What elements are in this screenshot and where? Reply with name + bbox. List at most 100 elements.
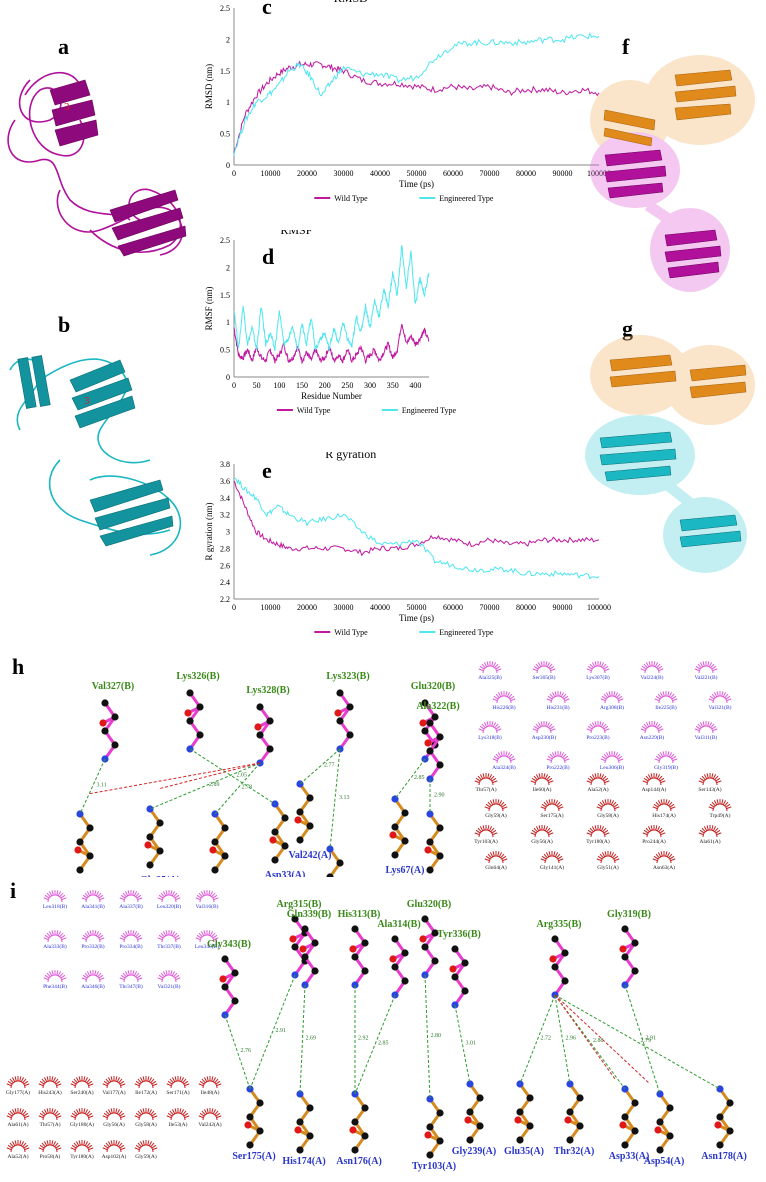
hbond-distance: 2.89 xyxy=(209,782,220,788)
hydrophobic-label: Asn229(B) xyxy=(640,734,665,741)
hydrophobic-label: Tyr180(A) xyxy=(586,838,610,845)
hydrophobic-contact xyxy=(38,1140,62,1153)
atom xyxy=(666,1104,674,1112)
hydrophobic-contact xyxy=(484,851,508,864)
x-axis-label: Time (ps) xyxy=(399,613,434,623)
atom xyxy=(424,846,432,854)
atom xyxy=(281,814,289,822)
residue-label-a: Lys67(A) xyxy=(386,865,425,876)
atom xyxy=(419,719,427,727)
hydrophobic-label: Ala52(A) xyxy=(7,1153,28,1160)
atom xyxy=(421,943,429,951)
hydrophobic-label: Leu306(B) xyxy=(600,764,624,771)
rmsd-chart: RMSD 0 10000 20000 30000 40000 50000 60000 70000… xyxy=(204,0,611,203)
hydrophobic-label: Pro332(B) xyxy=(81,943,104,950)
residue-label-a: Tyr103(A) xyxy=(412,1161,456,1172)
atom xyxy=(86,824,94,832)
residue-label-b: Arg335(B) xyxy=(537,919,582,930)
hydrophobic-contact xyxy=(492,691,516,704)
series-line-wild-type xyxy=(233,60,600,153)
x-tick-label: 0 xyxy=(232,381,236,390)
atom xyxy=(421,727,429,735)
x-tick-label: 400 xyxy=(409,381,421,390)
atom xyxy=(551,963,559,971)
x-tick-label: 30000 xyxy=(334,603,354,612)
salt-bridge-line xyxy=(554,994,651,1085)
hydrophobic-contact xyxy=(38,1076,62,1089)
atom xyxy=(146,861,154,869)
residue-label-a: Asp33(A) xyxy=(609,1151,650,1162)
panel-letter-c: c xyxy=(262,0,272,19)
y-tick-label: 0 xyxy=(226,373,230,382)
hbond-distance: 3.13 xyxy=(339,795,350,801)
atom xyxy=(186,689,194,697)
atom xyxy=(619,1121,627,1129)
hydrophobic-contact xyxy=(102,1140,126,1153)
hydrophobic-label: Ser171(A) xyxy=(166,1089,189,1096)
residue-label-a: Asn178(A) xyxy=(701,1151,747,1162)
hydrophobic-label: Arg308(B) xyxy=(600,704,624,711)
hydrophobic-contact xyxy=(698,773,722,786)
hydrophobic-contact xyxy=(81,930,105,943)
hydrophobic-contact xyxy=(81,890,105,903)
hydrophobic-label: Gly51(A) xyxy=(597,864,619,871)
hydrophobic-label: Thr57(A) xyxy=(39,1121,60,1128)
series-line-wild-type xyxy=(233,323,430,365)
legend-label: Wild Type xyxy=(334,194,368,203)
atom xyxy=(576,1094,584,1102)
atom xyxy=(346,731,354,739)
atom xyxy=(76,866,84,874)
atom xyxy=(336,859,344,867)
hydrophobic-contact xyxy=(492,751,516,764)
atom xyxy=(299,945,307,953)
hbond-distance: 2.72 xyxy=(541,1036,552,1042)
x-tick-label: 250 xyxy=(341,381,353,390)
atom xyxy=(256,703,264,711)
atom xyxy=(391,851,399,859)
atom xyxy=(464,1116,472,1124)
panel-letter-a: a xyxy=(58,34,69,59)
atom xyxy=(714,1121,722,1129)
hydrophobic-label: Val242(A) xyxy=(198,1121,221,1128)
atom xyxy=(436,761,444,769)
hydrophobic-label: Lys307(B) xyxy=(586,674,610,681)
atom xyxy=(449,965,457,973)
atom xyxy=(76,838,84,846)
atom xyxy=(426,1151,434,1159)
atom xyxy=(451,973,459,981)
hydrophobic-contact xyxy=(586,825,610,838)
atom xyxy=(349,1126,357,1134)
residue-label-b: Val327(B) xyxy=(92,681,134,692)
hbond-distance: 2.78 xyxy=(242,785,253,791)
y-tick-label: 2.5 xyxy=(220,236,230,245)
hydrophobic-contact xyxy=(708,799,732,812)
atom xyxy=(401,837,409,845)
atom xyxy=(196,731,204,739)
atom xyxy=(351,925,359,933)
chart-title: RMSD xyxy=(334,0,368,5)
x-axis-label: Time (ps) xyxy=(399,179,434,189)
atom xyxy=(86,852,94,860)
atom xyxy=(656,1118,664,1126)
hydrophobic-contact xyxy=(640,721,664,734)
x-tick-label: 50000 xyxy=(407,169,427,178)
hydrophobic-contact xyxy=(652,799,676,812)
series-line-wild-type xyxy=(233,480,600,557)
atom xyxy=(296,808,304,816)
hydrophobic-contact xyxy=(6,1076,30,1089)
hydrophobic-label: Thr57(A) xyxy=(475,786,496,793)
hydrophobic-contact xyxy=(198,1076,222,1089)
hydrophobic-contact xyxy=(600,751,624,764)
residue-label-a: Asp33(A) xyxy=(265,870,306,877)
hydrophobic-label: Gly319(B) xyxy=(654,764,678,771)
atom xyxy=(306,794,314,802)
x-tick-label: 40000 xyxy=(370,603,390,612)
atom xyxy=(436,824,444,832)
atom xyxy=(336,717,344,725)
atom xyxy=(186,717,194,725)
hydrophobic-contact xyxy=(166,1108,190,1121)
hydrophobic-contact xyxy=(708,691,732,704)
hydrophobic-contact xyxy=(474,773,498,786)
atom xyxy=(351,1146,359,1154)
hydrophobic-label: Val224(B) xyxy=(641,674,664,681)
